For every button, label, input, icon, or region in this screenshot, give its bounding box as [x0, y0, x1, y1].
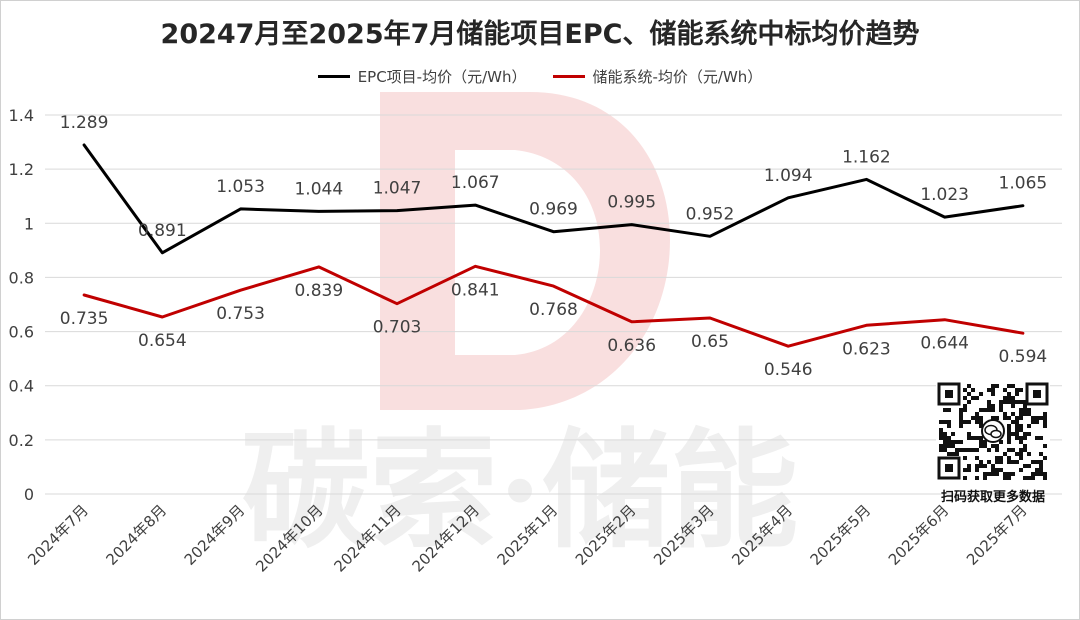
watermark: 碳索·储能 [242, 92, 799, 566]
y-gridlines [45, 114, 1062, 495]
y-tick-label: 0.4 [9, 377, 34, 396]
data-label: 0.753 [216, 304, 265, 324]
legend-item-system: 储能系统-均价（元/Wh） [552, 66, 763, 87]
wechat-icon [981, 419, 1005, 443]
data-label: 0.891 [138, 221, 187, 241]
data-label: 0.952 [686, 204, 735, 224]
qr-code[interactable] [936, 381, 1050, 481]
y-tick-label: 0.6 [9, 323, 34, 342]
data-label: 1.067 [451, 173, 500, 193]
data-label: 0.623 [842, 339, 891, 359]
data-label: 0.995 [607, 193, 656, 213]
legend: EPC项目-均价（元/Wh） 储能系统-均价（元/Wh） [0, 66, 1080, 87]
x-tick-label: 2024年9月 [181, 501, 249, 569]
data-label: 1.053 [216, 177, 265, 197]
data-label: 0.546 [764, 360, 813, 380]
data-labels: 1.289 0.891 1.053 1.044 1.047 1.067 0.969 0.995… [60, 113, 1047, 380]
data-label: 1.023 [920, 185, 969, 205]
data-label: 0.594 [999, 347, 1048, 367]
legend-swatch-epc [317, 75, 350, 78]
y-axis-tick-labels: 0 0.2 0.4 0.6 0.8 1 1.2 1.4 [9, 106, 34, 504]
x-tick-label: 2025年5月 [807, 501, 875, 569]
data-label: 1.289 [60, 113, 109, 133]
y-tick-label: 0 [24, 485, 34, 504]
series-lines [82, 143, 1025, 348]
data-label: 0.969 [529, 200, 578, 220]
y-tick-label: 0.2 [9, 431, 34, 450]
x-tick-label: 2024年8月 [102, 501, 170, 569]
x-tick-label: 2025年7月 [963, 501, 1031, 569]
data-label: 1.044 [294, 179, 343, 199]
data-label: 0.768 [529, 300, 578, 320]
data-label: 0.839 [294, 281, 343, 301]
data-label: 0.703 [373, 318, 422, 338]
data-label: 0.636 [607, 336, 656, 356]
data-label: 1.065 [999, 174, 1048, 194]
legend-item-epc: EPC项目-均价（元/Wh） [317, 66, 527, 87]
y-tick-label: 0.8 [9, 268, 34, 287]
series-line-1 [82, 264, 1025, 348]
watermark-logo [380, 92, 670, 410]
data-label: 0.841 [451, 280, 500, 300]
chart-title: 20247月至2025年7月储能项目EPC、储能系统中标均价趋势 [160, 19, 920, 50]
qr-caption: 扫码获取更多数据 [940, 490, 1045, 505]
data-label: 1.047 [373, 179, 422, 199]
data-label: 1.162 [842, 147, 891, 167]
legend-swatch-system [552, 75, 585, 78]
data-label: 0.735 [60, 309, 109, 329]
data-label: 0.654 [138, 331, 187, 351]
y-tick-label: 1.2 [9, 160, 34, 179]
y-tick-label: 1.4 [9, 106, 34, 125]
x-tick-label: 2025年6月 [885, 501, 953, 569]
legend-label-system: 储能系统-均价（元/Wh） [592, 68, 763, 86]
series-line-0 [82, 143, 1025, 255]
data-label: 1.094 [764, 166, 813, 186]
y-tick-label: 1 [24, 214, 34, 233]
legend-label-epc: EPC项目-均价（元/Wh） [357, 68, 527, 86]
watermark-text: 碳索·储能 [242, 416, 799, 566]
x-tick-label: 2024年7月 [24, 501, 92, 569]
data-label: 0.65 [691, 332, 729, 352]
data-label: 0.644 [920, 334, 969, 354]
